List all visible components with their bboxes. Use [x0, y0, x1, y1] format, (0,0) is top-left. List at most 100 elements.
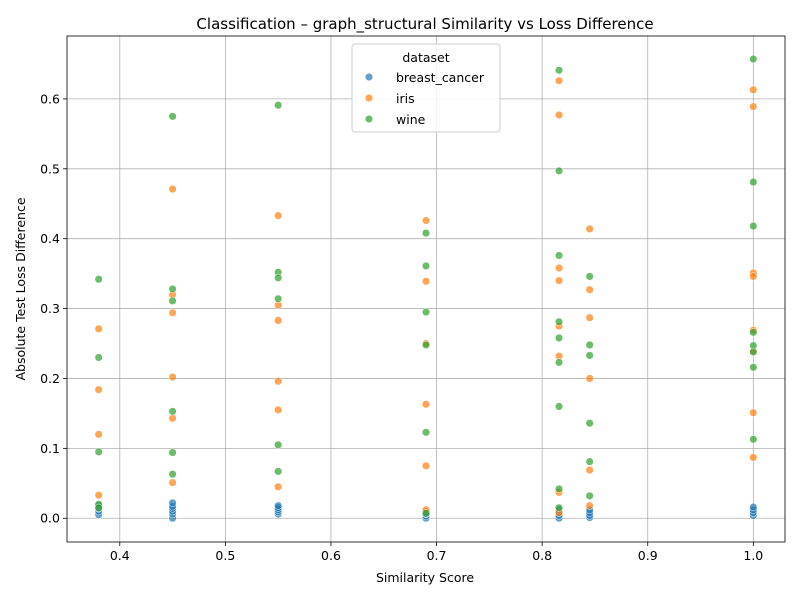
data-point-wine — [554, 358, 564, 367]
data-point-iris — [274, 316, 283, 325]
data-point-wine — [94, 275, 103, 284]
data-point-iris — [554, 263, 564, 273]
legend-label-wine: wine — [396, 112, 426, 127]
legend-marker-breast_cancer — [364, 72, 374, 82]
data-point-wine — [168, 470, 177, 479]
x-tick-label: 0.5 — [215, 548, 235, 563]
data-point-iris — [749, 85, 758, 94]
y-tick-label: 0.5 — [40, 161, 60, 176]
chart-title: Classification – graph_structural Simila… — [196, 15, 653, 34]
data-point-iris — [94, 430, 103, 439]
data-point-iris — [554, 276, 564, 285]
legend-label-breast_cancer: breast_cancer — [396, 70, 485, 85]
data-point-wine — [585, 340, 594, 349]
data-point-iris — [421, 216, 431, 225]
x-tick-label: 0.8 — [532, 548, 552, 563]
data-point-wine — [554, 251, 564, 260]
data-point-wine — [94, 353, 103, 362]
data-point-iris — [585, 501, 594, 510]
data-point-wine — [94, 503, 103, 512]
data-point-wine — [749, 435, 758, 444]
x-tick-label: 0.9 — [638, 548, 658, 563]
data-point-iris — [168, 478, 177, 487]
x-axis: 0.4 0.5 0.6 0.7 0.8 0.9 1.0 — [110, 542, 763, 563]
data-point-wine — [585, 272, 594, 281]
data-point-wine — [168, 407, 177, 416]
data-point-iris — [94, 491, 103, 500]
data-point-wine — [749, 222, 758, 231]
data-point-wine — [168, 112, 177, 121]
data-point-wine — [554, 503, 564, 512]
legend-box — [351, 43, 501, 133]
data-point-iris — [585, 374, 594, 383]
data-point-wine — [168, 296, 177, 305]
data-point-iris — [274, 211, 283, 220]
data-point-iris — [585, 465, 594, 475]
y-tick-label: 0.1 — [40, 441, 60, 456]
data-point-wine — [421, 340, 431, 349]
y-tick-label: 0.4 — [40, 231, 60, 246]
data-point-iris — [274, 377, 283, 386]
legend-marker-iris — [364, 93, 374, 103]
data-points — [94, 55, 758, 523]
series-wine — [94, 55, 758, 518]
data-point-wine — [274, 294, 283, 303]
data-point-wine — [168, 284, 177, 294]
data-point-wine — [749, 347, 758, 356]
data-point-wine — [421, 308, 431, 317]
x-tick-label: 0.6 — [321, 548, 341, 563]
data-point-wine — [749, 55, 758, 64]
data-point-wine — [421, 229, 431, 238]
data-point-iris — [94, 385, 103, 394]
data-point-breast_cancer — [749, 503, 758, 512]
data-point-wine — [554, 402, 564, 411]
data-point-iris — [421, 400, 431, 409]
data-point-wine — [554, 484, 564, 493]
data-point-wine — [94, 447, 103, 456]
x-axis-label: Similarity Score — [376, 570, 474, 585]
data-point-wine — [585, 457, 594, 466]
y-axis-label: Absolute Test Loss Difference — [13, 197, 28, 380]
y-tick-label: 0.3 — [40, 301, 60, 316]
data-point-iris — [274, 482, 283, 491]
data-point-wine — [421, 509, 431, 518]
legend-title: dataset — [402, 50, 449, 65]
data-point-wine — [749, 328, 758, 337]
data-point-iris — [421, 461, 431, 470]
data-point-wine — [554, 333, 564, 342]
data-point-iris — [554, 76, 564, 85]
data-point-iris — [168, 373, 177, 382]
y-tick-label: 0.0 — [40, 511, 60, 526]
data-point-iris — [749, 272, 758, 281]
data-point-wine — [585, 419, 594, 428]
data-point-iris — [749, 102, 758, 111]
data-point-iris — [94, 324, 103, 333]
plot-frame — [66, 35, 786, 543]
x-tick-label: 0.4 — [110, 548, 130, 563]
y-tick-label: 0.2 — [40, 371, 60, 386]
data-point-iris — [585, 285, 594, 294]
data-point-iris — [168, 185, 177, 194]
x-tick-label: 0.7 — [427, 548, 447, 563]
data-point-wine — [421, 428, 431, 437]
y-axis: 0.0 0.1 0.2 0.3 0.4 0.5 0.6 — [40, 91, 67, 526]
data-point-iris — [274, 405, 283, 414]
data-point-iris — [749, 408, 758, 417]
data-point-iris — [585, 224, 594, 233]
data-point-breast_cancer — [168, 498, 177, 507]
data-point-wine — [421, 261, 431, 270]
data-point-wine — [274, 101, 283, 110]
y-tick-label: 0.6 — [40, 91, 60, 106]
data-point-wine — [274, 467, 283, 476]
data-point-iris — [168, 308, 177, 317]
data-point-iris — [168, 414, 177, 423]
legend-label-iris: iris — [396, 91, 415, 106]
data-point-wine — [554, 317, 564, 326]
data-point-iris — [749, 453, 758, 462]
data-point-iris — [585, 313, 594, 322]
data-point-breast_cancer — [274, 501, 283, 510]
data-point-iris — [554, 110, 564, 120]
